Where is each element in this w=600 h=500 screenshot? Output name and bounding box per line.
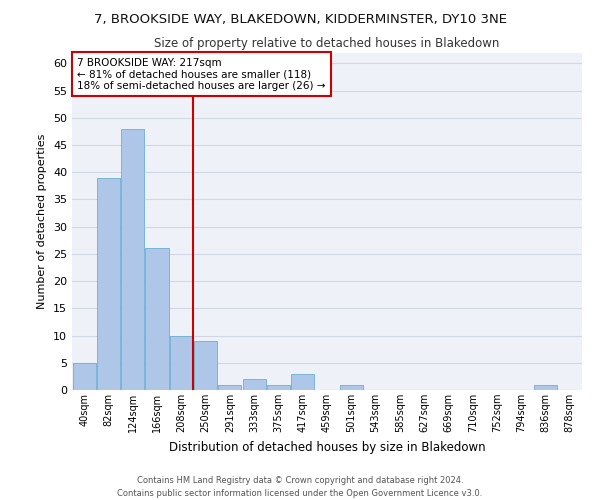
Bar: [218, 384, 241, 390]
Bar: [340, 384, 363, 390]
Bar: [73, 363, 95, 390]
Bar: [121, 128, 144, 390]
Y-axis label: Number of detached properties: Number of detached properties: [37, 134, 47, 309]
Bar: [170, 336, 193, 390]
Title: Size of property relative to detached houses in Blakedown: Size of property relative to detached ho…: [154, 37, 500, 50]
Text: 7 BROOKSIDE WAY: 217sqm
← 81% of detached houses are smaller (118)
18% of semi-d: 7 BROOKSIDE WAY: 217sqm ← 81% of detache…: [77, 58, 326, 91]
Bar: [242, 379, 266, 390]
X-axis label: Distribution of detached houses by size in Blakedown: Distribution of detached houses by size …: [169, 440, 485, 454]
Bar: [267, 384, 290, 390]
Text: Contains HM Land Registry data © Crown copyright and database right 2024.
Contai: Contains HM Land Registry data © Crown c…: [118, 476, 482, 498]
Bar: [97, 178, 120, 390]
Text: 7, BROOKSIDE WAY, BLAKEDOWN, KIDDERMINSTER, DY10 3NE: 7, BROOKSIDE WAY, BLAKEDOWN, KIDDERMINST…: [94, 12, 506, 26]
Bar: [194, 341, 217, 390]
Bar: [534, 384, 557, 390]
Bar: [145, 248, 169, 390]
Bar: [291, 374, 314, 390]
